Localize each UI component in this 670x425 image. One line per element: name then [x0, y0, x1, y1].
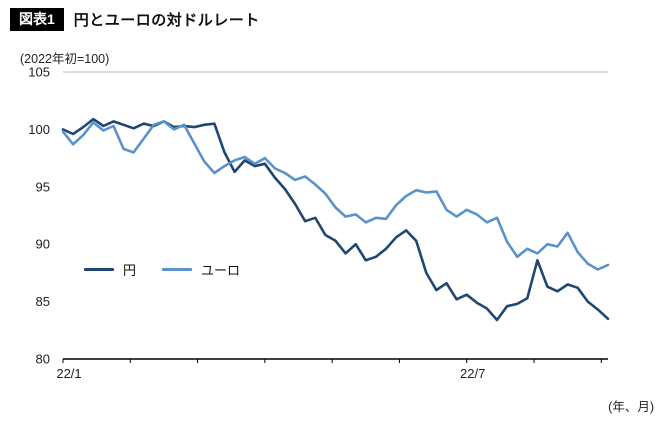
legend-item-euro: ユーロ: [162, 260, 240, 279]
chart-svg: 80 85 90 95 100 105 22/1 22/7: [28, 65, 610, 381]
svg-text:22/7: 22/7: [460, 366, 485, 381]
figure-badge: 図表1: [10, 8, 64, 31]
svg-text:105: 105: [28, 65, 50, 80]
x-axis-unit-label: (年、月): [608, 400, 654, 414]
yen-legend-label: 円: [123, 263, 137, 278]
svg-text:90: 90: [36, 237, 50, 252]
svg-text:95: 95: [36, 179, 50, 194]
svg-text:22/1: 22/1: [56, 366, 81, 381]
chart-area: 80 85 90 95 100 105 22/1 22/7: [0, 62, 670, 392]
chart-legend: 円 ユーロ: [84, 260, 240, 279]
chart-subtitle: (2022年初=100): [20, 52, 110, 66]
svg-text:100: 100: [28, 122, 50, 137]
yen-line-swatch: [84, 267, 114, 272]
svg-text:80: 80: [36, 352, 50, 367]
legend-item-yen: 円: [84, 260, 136, 279]
chart-title: 円とユーロの対ドルレート: [73, 11, 260, 29]
euro-line-swatch: [162, 267, 193, 272]
chart-header: 図表1 円とユーロの対ドルレート: [10, 8, 260, 31]
euro-legend-label: ユーロ: [201, 263, 241, 278]
svg-text:85: 85: [36, 294, 50, 309]
